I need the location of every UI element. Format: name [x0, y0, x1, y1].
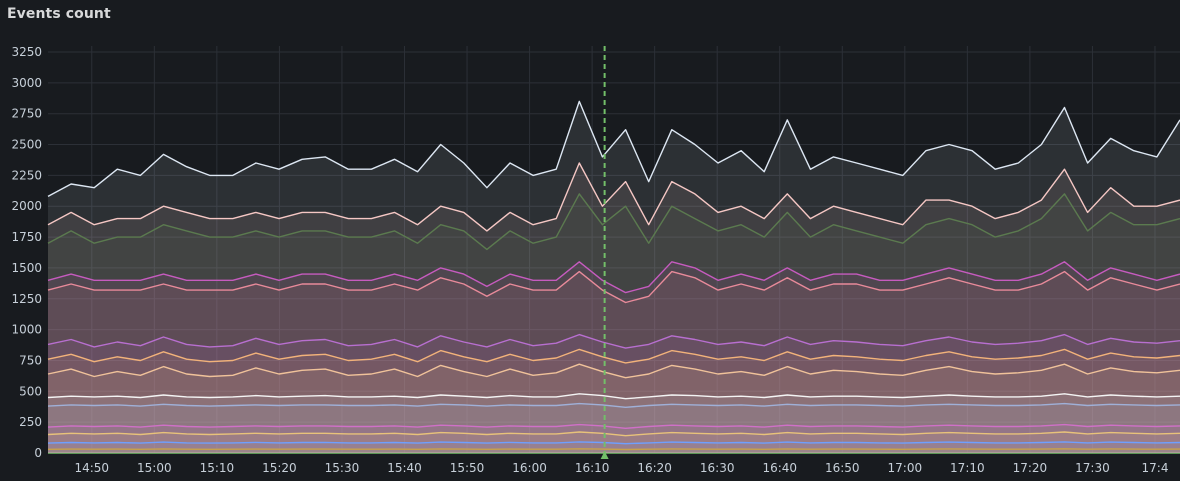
x-tick-label: 15:20 [262, 461, 297, 475]
cursor-marker-icon[interactable] [600, 451, 609, 459]
series-line-5[interactable] [47, 333, 1180, 349]
series-area-4 [48, 271, 1180, 453]
y-tick-label: 0 [34, 446, 42, 460]
x-tick-label: 15:30 [325, 461, 360, 475]
series-area-10 [48, 424, 1180, 453]
x-tick-label: 15:50 [450, 461, 485, 475]
x-tick-label: 14:50 [74, 461, 109, 475]
x-tick-label: 15:40 [387, 461, 422, 475]
series-area-1 [48, 163, 1180, 453]
series-area-7 [48, 364, 1180, 453]
x-tick-label: 17:20 [1013, 461, 1048, 475]
x-tick-label: 17:4 [1142, 461, 1169, 475]
x-tick-label: 16:50 [825, 461, 860, 475]
x-tick-label: 16:00 [512, 461, 547, 475]
y-tick-label: 1500 [11, 261, 42, 275]
x-tick-label: 16:20 [637, 461, 672, 475]
series-line-9[interactable] [47, 402, 1180, 408]
series-line-8[interactable] [47, 393, 1180, 400]
series-line-11[interactable] [47, 431, 1180, 437]
x-tick-label: 17:00 [888, 461, 923, 475]
y-tick-label: 250 [19, 415, 42, 429]
series-line-1[interactable] [47, 162, 1180, 232]
series-area-5 [48, 334, 1180, 453]
y-axis: 0 250 500 750 1000 1250 1500 1750 2000 2250 2500 27… [11, 45, 42, 460]
series-area-2 [48, 193, 1180, 453]
series-line-4[interactable] [47, 270, 1180, 304]
y-tick-label: 2000 [11, 199, 42, 213]
series-line-6[interactable] [47, 348, 1180, 364]
series-area-9 [48, 403, 1180, 453]
y-tick-label: 2500 [11, 138, 42, 152]
series-line-0[interactable] [47, 100, 1180, 198]
y-tick-label: 3000 [11, 76, 42, 90]
y-tick-label: 1250 [11, 292, 42, 306]
series-line-2[interactable] [47, 193, 1180, 251]
y-tick-label: 500 [19, 384, 42, 398]
y-tick-label: 2250 [11, 168, 42, 182]
series-line-10[interactable] [47, 423, 1180, 429]
series-line-7[interactable] [47, 363, 1180, 379]
y-tick-label: 750 [19, 353, 42, 367]
series-lines [47, 100, 1180, 451]
x-tick-label: 16:30 [700, 461, 735, 475]
time-cursor [600, 46, 609, 459]
y-tick-label: 3250 [11, 45, 42, 59]
y-tick-label: 2750 [11, 107, 42, 121]
x-tick-label: 17:10 [950, 461, 985, 475]
y-tick-label: 1750 [11, 230, 42, 244]
x-tick-label: 16:10 [575, 461, 610, 475]
x-tick-label: 17:30 [1075, 461, 1110, 475]
series-line-12[interactable] [47, 441, 1180, 445]
series-area-8 [48, 393, 1180, 453]
series-area-12 [48, 441, 1180, 453]
series-fills [48, 101, 1180, 454]
series-area-0 [48, 101, 1180, 454]
x-axis: 14:50 15:00 15:10 15:20 15:30 15:40 15:50 16:00… [74, 461, 1168, 475]
series-line-13[interactable] [47, 448, 1180, 451]
y-tick-label: 1000 [11, 323, 42, 337]
panel-title: Events count [7, 6, 111, 22]
x-tick-label: 15:00 [137, 461, 172, 475]
x-tick-label: 16:40 [762, 461, 797, 475]
x-tick-label: 15:10 [200, 461, 235, 475]
series-line-3[interactable] [47, 261, 1180, 294]
